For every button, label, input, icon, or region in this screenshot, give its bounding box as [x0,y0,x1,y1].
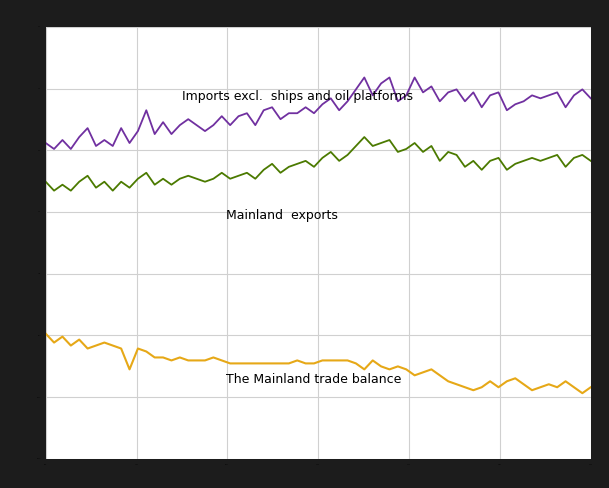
Text: The Mainland trade balance: The Mainland trade balance [225,373,401,386]
Text: Mainland  exports: Mainland exports [225,209,337,222]
Text: Imports excl.  ships and oil platforms: Imports excl. ships and oil platforms [182,90,413,103]
